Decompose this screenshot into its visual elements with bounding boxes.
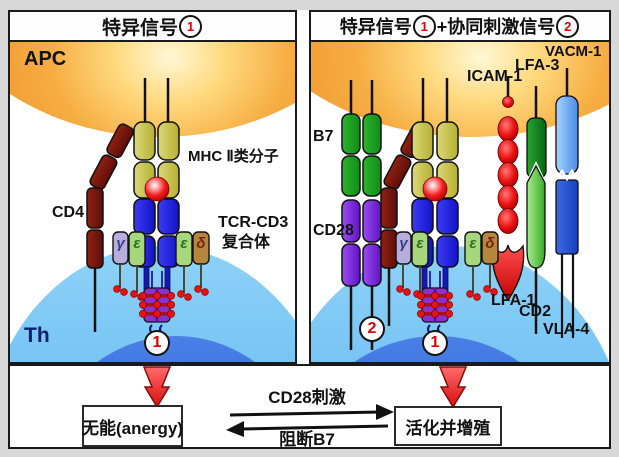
epsilon-chain-label: ε bbox=[469, 235, 477, 252]
mhc-molecule bbox=[411, 78, 459, 199]
vacm1-label: VACM-1 bbox=[545, 43, 602, 60]
anergy-outcome-box: 无能(anergy) bbox=[82, 405, 183, 447]
lfa3-label: LFA-3 bbox=[515, 57, 560, 74]
gamma-chain-label: γ bbox=[116, 235, 125, 252]
lfa1-label: LFA-1 bbox=[491, 292, 536, 309]
icam1-lfa1-pair bbox=[491, 76, 525, 302]
cd3-itam-stems bbox=[119, 264, 202, 293]
cd3-itam-stems bbox=[402, 264, 491, 293]
signal-1-badge: 1 bbox=[422, 330, 448, 356]
cd3-chains bbox=[112, 231, 210, 267]
right-cell-area: B7 CD28 ICAM-1 LFA-3 VACM-1 LFA-1 CD2 VL… bbox=[311, 42, 609, 362]
right-title-text-1: 特异信号 bbox=[339, 17, 412, 37]
left-panel: 特异信号 1 bbox=[8, 10, 297, 364]
cd3-chains bbox=[395, 231, 499, 267]
right-panel-title: 特异信号 1 +协同刺激信号 2 bbox=[311, 12, 609, 42]
apc-cell bbox=[10, 42, 295, 137]
epsilon-chain-label: ε bbox=[416, 235, 424, 252]
forward-arrow-label: CD28刺激 bbox=[268, 388, 346, 407]
circled-number-2-icon: 2 bbox=[556, 14, 580, 38]
cd4-molecule bbox=[86, 123, 134, 332]
left-panel-title: 特异信号 1 bbox=[10, 12, 295, 42]
apc-cell-label: APC bbox=[24, 48, 67, 70]
circled-number-1-icon: 1 bbox=[179, 14, 202, 38]
vla4-label: VLA-4 bbox=[543, 321, 590, 338]
cd2-label: CD2 bbox=[519, 303, 552, 320]
zeta-chain-block bbox=[417, 287, 453, 342]
gamma-chain-label: γ bbox=[399, 235, 408, 252]
activation-outcome-box: 活化并增殖 bbox=[394, 406, 502, 446]
right-title-text-2: +协同刺激信号 bbox=[436, 17, 556, 37]
lfa3-cd2-pair bbox=[526, 86, 547, 334]
tcr-cd3-label-line1: TCR-CD3 bbox=[218, 214, 289, 231]
th-cell-inner bbox=[97, 336, 255, 362]
cd28-label: CD28 bbox=[313, 222, 354, 239]
icam1-label: ICAM-1 bbox=[467, 68, 523, 85]
vacm1-vla4-pair bbox=[555, 68, 579, 338]
tcr-cd3-label-line2: 复合体 bbox=[222, 234, 271, 251]
epsilon-chain-label: ε bbox=[180, 235, 188, 252]
antigen-peptide bbox=[144, 176, 170, 202]
epsilon-chain-label: ε bbox=[133, 235, 141, 252]
mhc-class2-label: MHC Ⅱ类分子 bbox=[188, 148, 279, 165]
cd4-label: CD4 bbox=[52, 204, 85, 221]
right-panel: 特异信号 1 +协同刺激信号 2 bbox=[309, 10, 611, 364]
th-cell-outer bbox=[311, 246, 609, 362]
panel-gap bbox=[297, 10, 309, 364]
signal-2-badge: 2 bbox=[359, 316, 385, 342]
delta-chain-label: δ bbox=[485, 235, 495, 252]
apc-cell bbox=[311, 42, 609, 137]
b7-label: B7 bbox=[313, 128, 334, 145]
b7-cd28-pair bbox=[341, 80, 382, 350]
left-title-text: 特异信号 bbox=[101, 17, 178, 39]
reverse-arrow-label: 阻断B7 bbox=[279, 430, 335, 449]
left-cell-area: APC Th CD4 MHC Ⅱ类分子 TCR-CD3 复合体 γ ε ε δ … bbox=[10, 42, 295, 362]
signal-1-badge: 1 bbox=[144, 330, 170, 356]
left-diagram-svg bbox=[10, 42, 295, 362]
circled-number-1-icon: 1 bbox=[412, 14, 436, 38]
antigen-peptide bbox=[422, 176, 448, 202]
right-diagram-svg bbox=[311, 42, 609, 362]
delta-chain-label: δ bbox=[196, 235, 206, 252]
th-cell-label: Th bbox=[24, 324, 50, 347]
